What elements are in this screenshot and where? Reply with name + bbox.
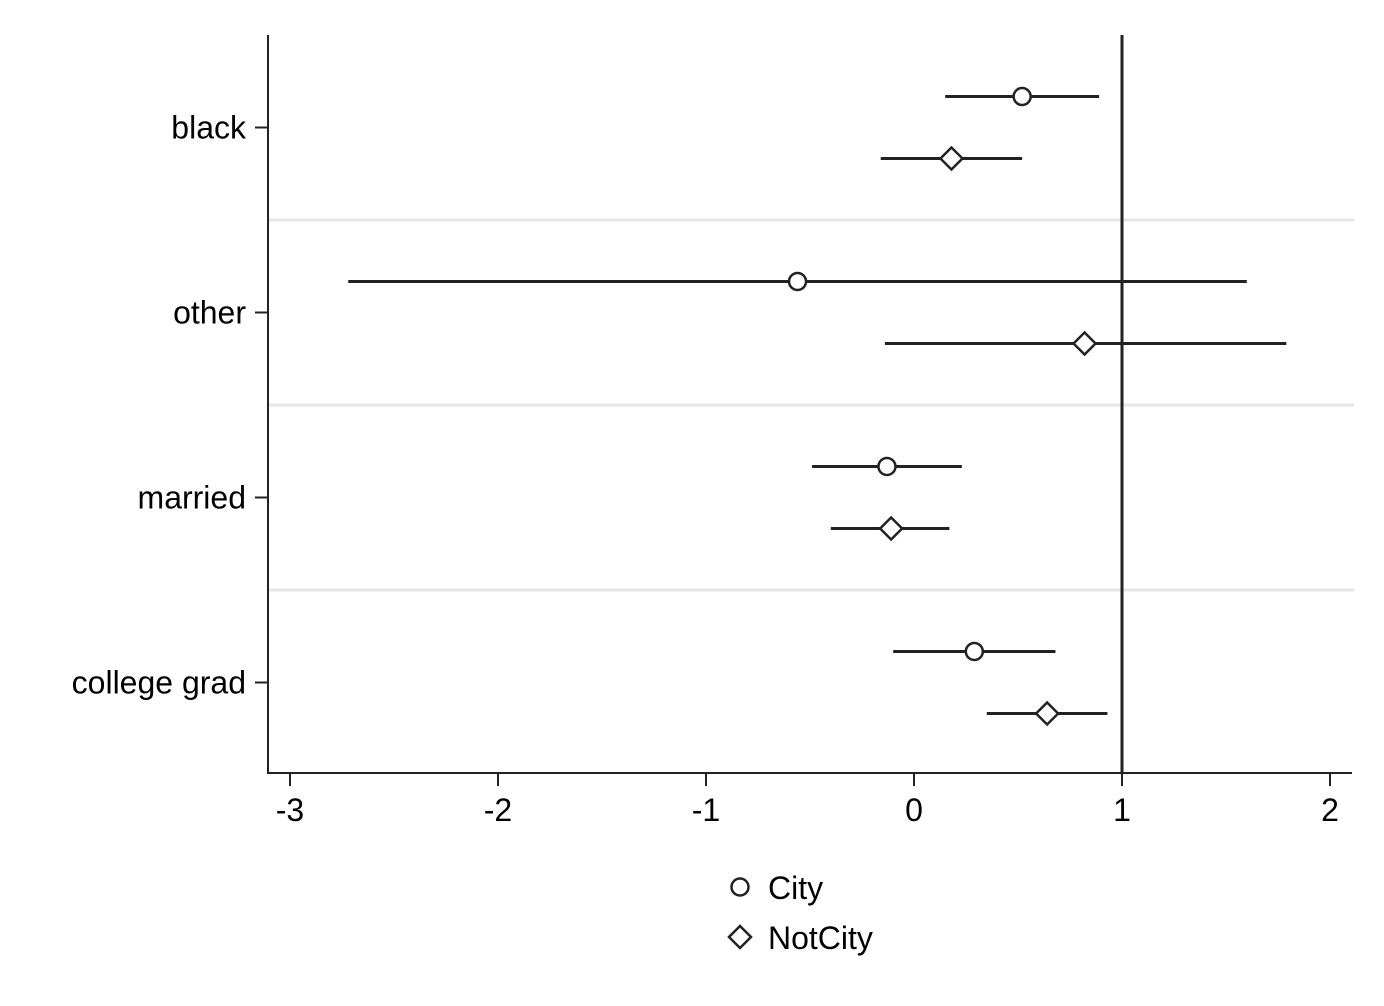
- x-tick-label: -2: [484, 792, 512, 828]
- y-tick-label: married: [138, 480, 246, 516]
- axes: [267, 35, 1352, 774]
- y-axis-ticks: black other married college grad: [72, 110, 268, 701]
- x-tick-label: -3: [276, 792, 304, 828]
- legend: City NotCity: [727, 870, 873, 956]
- diamond-marker: [1034, 700, 1060, 727]
- circle-marker: [787, 271, 808, 292]
- diamond-marker: [1071, 330, 1098, 357]
- diamond-marker: [938, 145, 965, 172]
- legend-diamond-icon: [727, 924, 753, 950]
- y-tick-label: college grad: [72, 665, 246, 701]
- y-tick-label: black: [171, 110, 247, 146]
- x-tick-label: 2: [1321, 792, 1339, 828]
- category-separators: [268, 218, 1354, 592]
- x-tick-label: 1: [1113, 792, 1131, 828]
- circle-marker: [877, 456, 897, 477]
- circle-marker: [1012, 86, 1032, 107]
- x-tick-label: 0: [905, 792, 923, 828]
- legend-label: City: [768, 870, 823, 906]
- diamond-marker: [878, 515, 904, 542]
- x-axis-ticks: -3 -2 -1 0 1 2: [276, 773, 1339, 828]
- y-tick-label: other: [173, 295, 246, 331]
- legend-circle-icon: [730, 877, 750, 897]
- x-tick-label: -1: [692, 792, 720, 828]
- legend-label: NotCity: [768, 920, 873, 956]
- data-marks: [348, 86, 1287, 727]
- circle-marker: [964, 641, 985, 662]
